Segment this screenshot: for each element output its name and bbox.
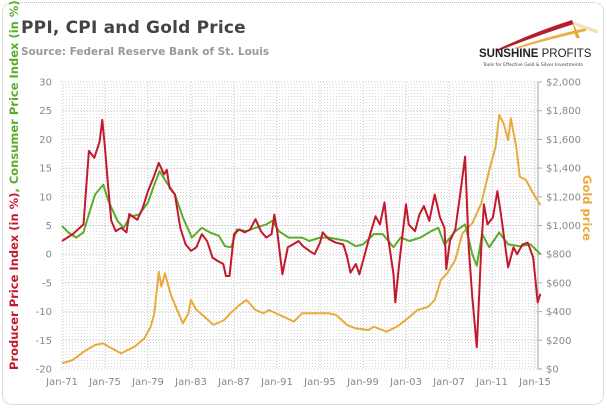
chart-subtitle: Source: Federal Reserve Bank of St. Loui… bbox=[21, 46, 270, 58]
x-tick-label: Jan-95 bbox=[303, 377, 336, 388]
right-tick-label: $0 bbox=[546, 365, 559, 376]
left-tick-label: 30 bbox=[39, 78, 52, 89]
right-tick-label: $1,800 bbox=[546, 106, 581, 117]
ppi-series-line bbox=[61, 118, 542, 349]
x-tick-label: Jan-15 bbox=[518, 377, 551, 388]
left-tick-label: 25 bbox=[39, 106, 52, 117]
left-tick-label: -10 bbox=[36, 307, 52, 318]
left-tick-label: 0 bbox=[46, 250, 52, 261]
left-tick-label: 20 bbox=[39, 135, 52, 146]
left-tick-label: 5 bbox=[46, 221, 52, 232]
x-tick-label: Jan-07 bbox=[432, 377, 465, 388]
gold-axis-label: Gold price bbox=[580, 175, 594, 241]
right-tick-label: $2,000 bbox=[546, 78, 581, 89]
left-axis-title: Producer Price Index (in %), Consumer Pr… bbox=[7, 0, 21, 370]
chart-title: PPI, CPI and Gold Price bbox=[21, 18, 246, 38]
x-tick-label: Jan-99 bbox=[346, 377, 379, 388]
left-tick-label: 15 bbox=[39, 164, 52, 175]
x-tick-label: Jan-03 bbox=[389, 377, 422, 388]
x-tick-label: Jan-91 bbox=[260, 377, 293, 388]
x-tick-label: Jan-75 bbox=[88, 377, 121, 388]
right-tick-label: $200 bbox=[546, 336, 571, 347]
gold-series-line bbox=[61, 114, 542, 365]
x-tick-label: Jan-11 bbox=[475, 377, 508, 388]
x-tick-label: Jan-87 bbox=[217, 377, 250, 388]
right-tick-label: $1,200 bbox=[546, 192, 581, 203]
right-tick-label: $1,000 bbox=[546, 221, 581, 232]
left-tick-label: 10 bbox=[39, 192, 52, 203]
right-tick-label: $1,400 bbox=[546, 164, 581, 175]
left-tick-label: -20 bbox=[36, 365, 52, 376]
right-tick-label: $400 bbox=[546, 307, 571, 318]
logo-name: SUNSHINE PROFITS bbox=[479, 48, 592, 60]
x-tick-label: Jan-83 bbox=[174, 377, 207, 388]
left-tick-label: -15 bbox=[36, 336, 52, 347]
right-tick-label: $600 bbox=[546, 278, 571, 289]
x-tick-label: Jan-71 bbox=[45, 377, 78, 388]
ppi-axis-label: Producer Price Index (in %) bbox=[7, 193, 21, 370]
right-tick-label: $800 bbox=[546, 250, 571, 261]
logo-tagline: Tools for Effective Gold & Silver Invest… bbox=[483, 63, 583, 68]
right-tick-label: $1,600 bbox=[546, 135, 581, 146]
cpi-axis-label: Consumer Price Index (in %) bbox=[7, 0, 21, 184]
logo-swoosh-icon bbox=[496, 20, 598, 51]
sunshine-profits-logo: SUNSHINE PROFITS Tools for Effective Gol… bbox=[474, 12, 600, 74]
x-tick-label: Jan-79 bbox=[131, 377, 164, 388]
left-tick-label: -5 bbox=[42, 278, 52, 289]
